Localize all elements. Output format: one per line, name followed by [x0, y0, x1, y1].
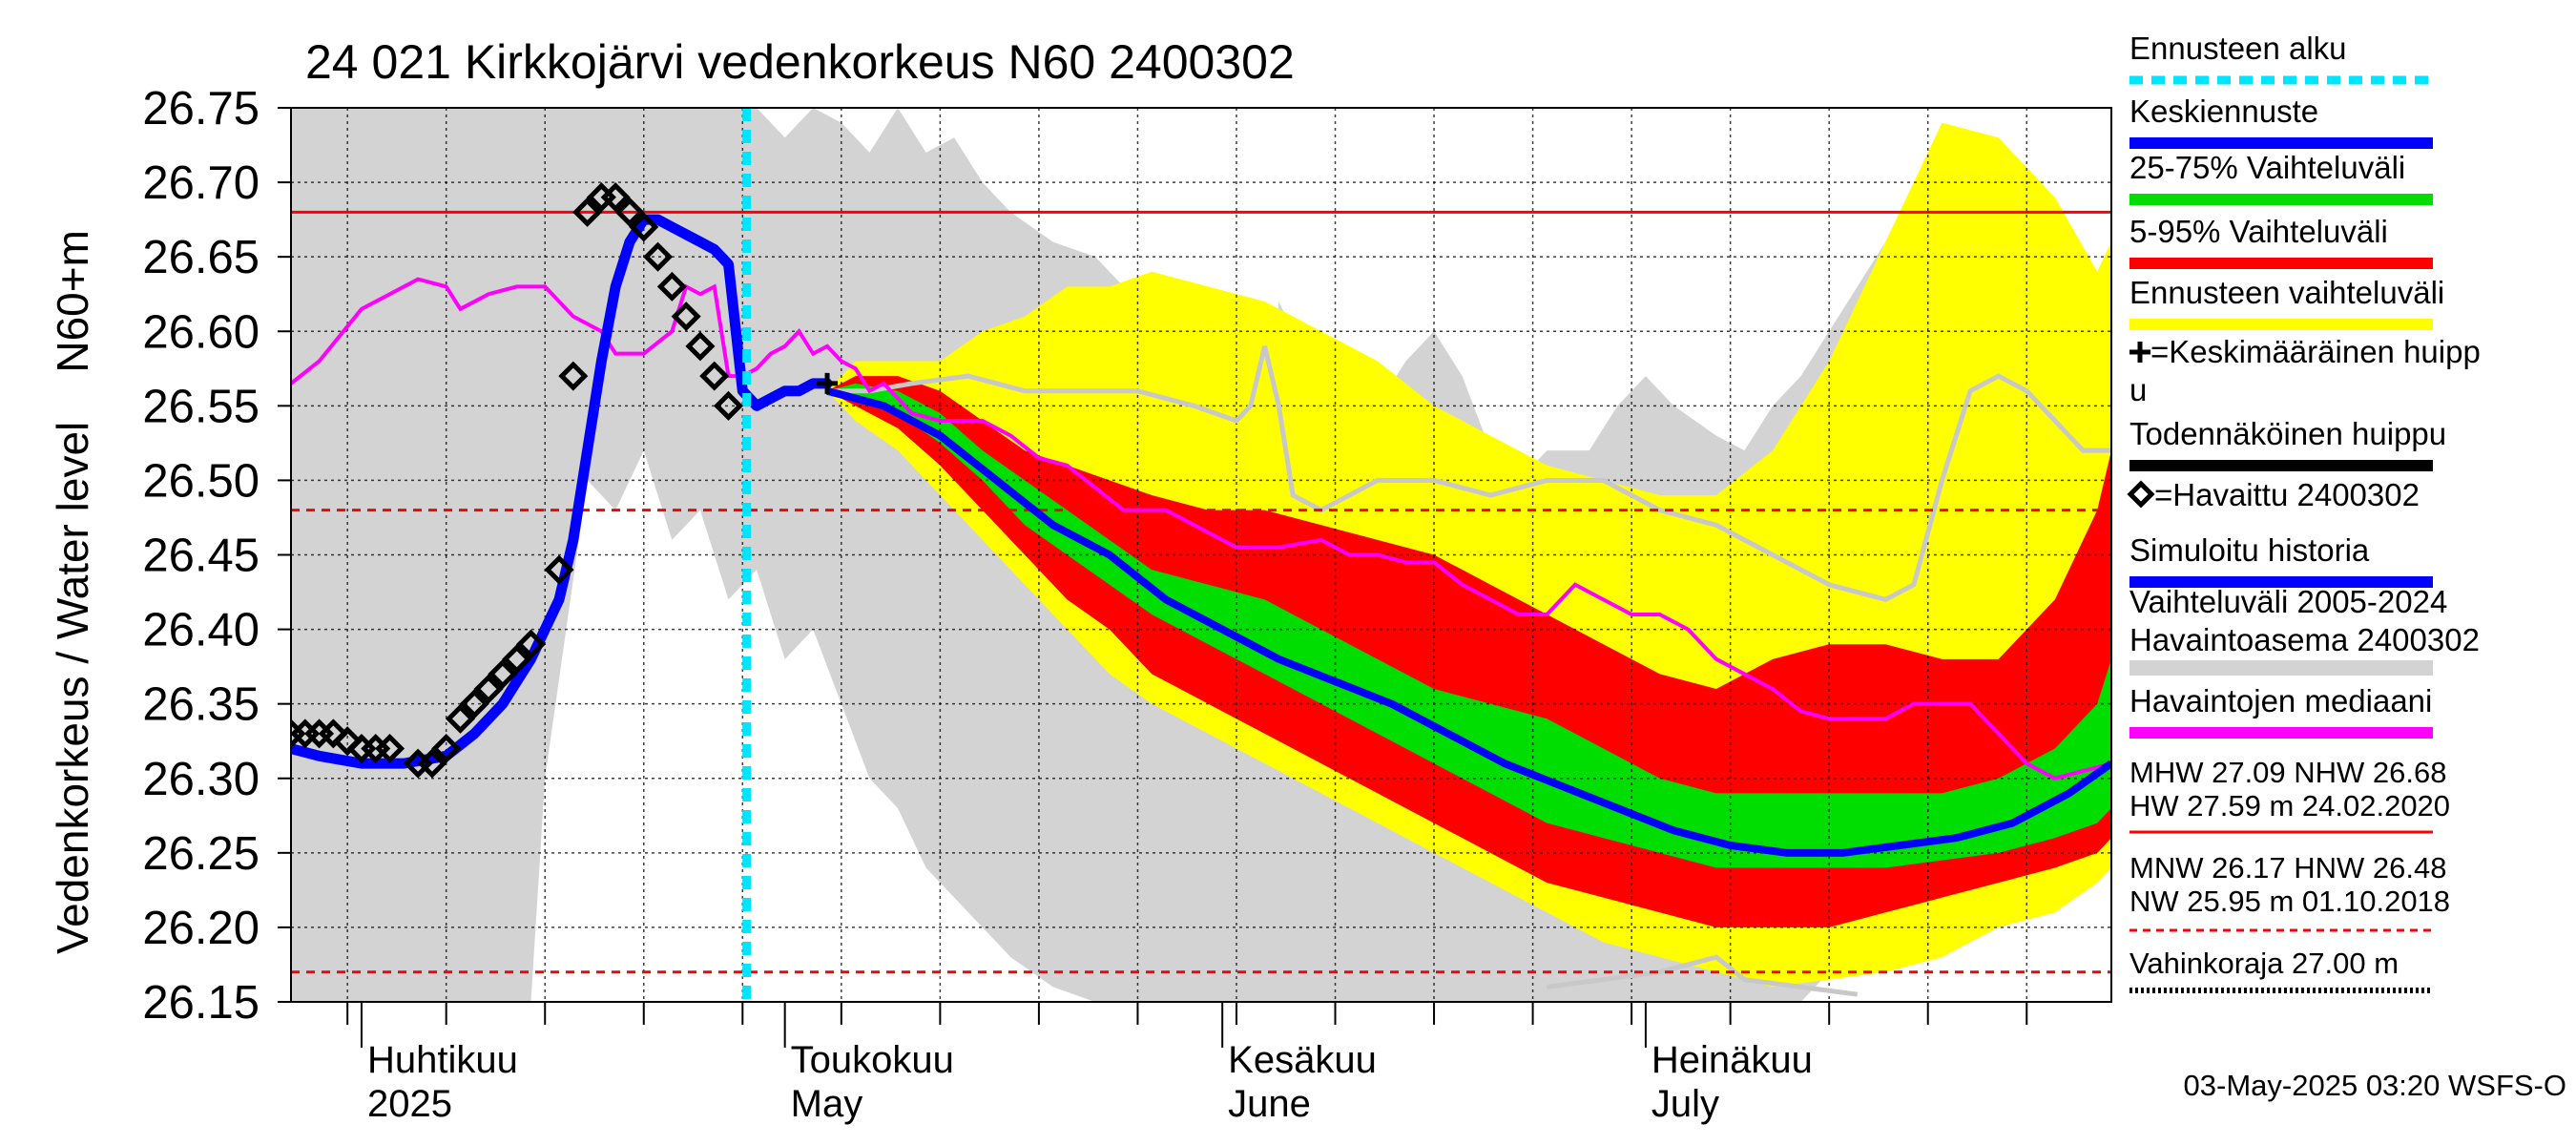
- observed-point: [318, 718, 348, 749]
- observed-point: [572, 197, 603, 227]
- month-label-fi: Heinäkuu: [1652, 1039, 1813, 1081]
- legend: Ennusteen alku Keskiennuste 25-75% Vaihtel…: [2127, 31, 2481, 993]
- legend-label: =Havaittu 2400302: [2154, 477, 2420, 512]
- y-tick-label: 26.60: [142, 306, 260, 358]
- y-tick-label: 26.65: [142, 232, 260, 283]
- legend-label: Ennusteen alku: [2129, 31, 2347, 66]
- stats-text: NW 25.95 m 01.10.2018: [2129, 885, 2450, 918]
- band-5-95: [827, 376, 2111, 927]
- y-tick-label: 26.20: [142, 903, 260, 954]
- legend-swatch: [2129, 342, 2150, 363]
- observed-point: [473, 674, 504, 704]
- y-tick-label: 26.45: [142, 531, 260, 582]
- month-label-en: May: [791, 1083, 863, 1125]
- month-label-en: 2025: [367, 1083, 452, 1125]
- legend-label-2: u: [2129, 372, 2147, 407]
- observed-point: [656, 271, 687, 302]
- observed-point: [699, 361, 730, 391]
- band-25-75: [827, 383, 2111, 868]
- history-max-line: [827, 345, 2111, 603]
- legend-label: 5-95% Vaihteluväli: [2129, 214, 2388, 249]
- legend-label: 25-75% Vaihteluväli: [2129, 150, 2405, 185]
- axes: 26.75 26.70 26.65 26.60 26.55 26.50 26.45 26.40…: [142, 83, 2112, 1125]
- y-tick-label: 26.55: [142, 381, 260, 432]
- footer-timestamp: 03-May-2025 03:20 WSFS-O: [2184, 1069, 2566, 1102]
- y-tick-label: 26.30: [142, 754, 260, 805]
- median-forecast-line: [826, 386, 2111, 857]
- y-axis-label: Vedenkorkeus / Water level N60+m: [48, 230, 97, 954]
- y-tick-label: 26.70: [142, 157, 260, 209]
- observed-point: [502, 644, 532, 675]
- legend-label: Havaintojen mediaani: [2129, 683, 2432, 718]
- observed-point: [629, 212, 659, 242]
- legend-label: =Keskimääräinen huipp: [2150, 334, 2481, 369]
- y-tick-label: 26.35: [142, 679, 260, 731]
- plot-area: [291, 108, 2111, 1002]
- observed-point: [614, 197, 645, 227]
- observed-point: [643, 241, 674, 272]
- mean-peak-marker: [817, 372, 839, 394]
- legend-label: Todennäköinen huippu: [2129, 416, 2446, 451]
- y-tick-label: 26.25: [142, 828, 260, 880]
- y-tick-label: 26.50: [142, 455, 260, 507]
- stats-text: MNW 26.17 HNW 26.48: [2129, 851, 2447, 885]
- legend-label: Ennusteen vaihteluväli: [2129, 275, 2444, 310]
- observed-point: [713, 390, 744, 421]
- legend-label: Simuloitu historia: [2129, 532, 2370, 568]
- observed-point: [544, 554, 574, 585]
- stats-text: Vahinkoraja 27.00 m: [2129, 947, 2399, 980]
- legend-label: Keskiennuste: [2129, 94, 2318, 129]
- observed-point: [332, 726, 363, 757]
- y-tick-label: 26.15: [142, 977, 260, 1029]
- month-label-fi: Kesäkuu: [1228, 1039, 1377, 1081]
- legend-label-2: Havaintoasema 2400302: [2129, 622, 2480, 657]
- observed-point: [445, 703, 476, 734]
- y-tick-label: 26.40: [142, 605, 260, 656]
- legend-swatch: [2127, 480, 2155, 509]
- observed-point: [685, 331, 716, 362]
- observed-point: [488, 658, 518, 689]
- observed-point: [417, 748, 447, 779]
- legend-label: Vaihteluväli 2005-2024: [2129, 584, 2447, 619]
- history-min-line: [1547, 954, 1859, 997]
- observed-point: [515, 629, 546, 659]
- observation-median-line: [291, 277, 2111, 781]
- y-tick-label: 26.75: [142, 83, 260, 135]
- observed-point: [374, 733, 405, 764]
- observed-point: [431, 733, 462, 764]
- observed-point: [600, 182, 631, 213]
- month-label-fi: Huhtikuu: [367, 1039, 518, 1081]
- month-label-en: June: [1228, 1083, 1311, 1125]
- observed-point: [671, 302, 701, 332]
- month-label-en: July: [1652, 1083, 1719, 1125]
- chart-title: 24 021 Kirkkojärvi vedenkorkeus N60 2400…: [305, 35, 1295, 89]
- plot-content: [291, 108, 2111, 1002]
- month-label-fi: Toukokuu: [791, 1039, 954, 1081]
- stats-text: HW 27.59 m 24.02.2020: [2129, 789, 2450, 822]
- observed-point: [558, 361, 589, 391]
- observed-point: [459, 689, 489, 719]
- stats-text: MHW 27.09 NHW 26.68: [2129, 756, 2447, 789]
